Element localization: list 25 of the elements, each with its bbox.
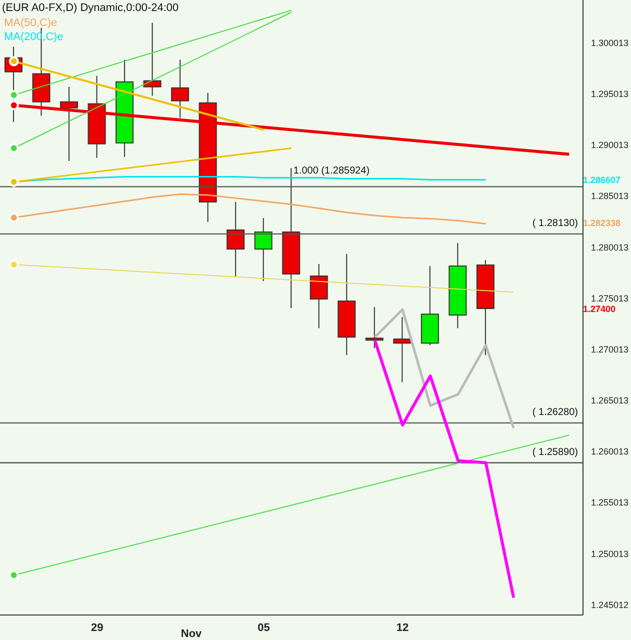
y-tick-label: 1.265013 bbox=[591, 396, 629, 406]
y-tick-label: 1.245012 bbox=[591, 600, 629, 610]
ref-line-label: ( 1.25890) bbox=[532, 446, 578, 458]
y-tick-label: 1.255013 bbox=[591, 498, 629, 508]
y-tick-label: 1.295013 bbox=[591, 89, 629, 100]
y-tick-label: 1.260013 bbox=[591, 446, 629, 457]
x-tick-label: 05 bbox=[258, 622, 270, 634]
y-tick-label: 1.250013 bbox=[591, 548, 629, 559]
y-tick-label: 1.285013 bbox=[591, 191, 629, 202]
ref-line-label: 1.000 (1.285924) bbox=[293, 166, 370, 177]
y-tick-label: 1.275013 bbox=[591, 293, 629, 304]
ref-line-label: ( 1.28130) bbox=[532, 218, 578, 229]
y-tick-label: 1.300013 bbox=[591, 38, 629, 48]
y-tick-label: 1.290013 bbox=[591, 140, 629, 150]
x-tick-label: 12 bbox=[396, 622, 409, 634]
y-tick-label: 1.270013 bbox=[591, 344, 629, 354]
chart-title: (EUR A0-FX,D) Dynamic,0:00-24:00 bbox=[2, 2, 179, 14]
annotation: 1.27400 bbox=[583, 302, 617, 315]
annotation: 1.282338 bbox=[583, 217, 622, 230]
y-tick-label: 1.280013 bbox=[591, 242, 629, 252]
x-tick-label: 29 bbox=[91, 622, 104, 634]
text: Nov bbox=[180, 628, 202, 640]
ref-line-label: ( 1.26280) bbox=[532, 406, 578, 418]
annotation: 1.286607 bbox=[583, 174, 622, 186]
text: MA(50,C)e bbox=[4, 16, 58, 30]
